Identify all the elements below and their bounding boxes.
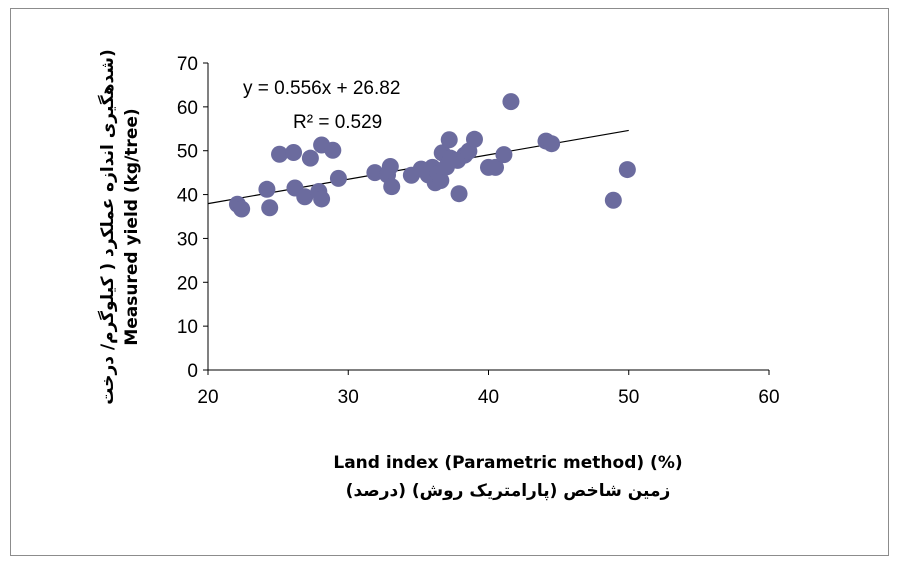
data-point [381,158,399,176]
data-point [440,131,458,149]
data-point [465,130,483,148]
x-tick-label: 40 [478,387,499,408]
x-axis-label-fa: زمین شاخص (پارامتریک روش) (درصد) [346,481,671,501]
data-point [296,188,314,206]
x-tick-label: 60 [758,387,779,408]
data-point [450,185,468,203]
x-tick-label: 20 [197,387,218,408]
x-axis-label: Land index (Parametric method) (%) [333,453,682,473]
data-point [383,178,401,196]
data-point [366,164,384,182]
data-points [228,93,636,218]
y-axis-label: Measured yield (kg/tree) [122,108,142,345]
y-tick-label: 10 [177,317,198,338]
y-ticks: 0 10 20 30 40 50 60 70 [177,54,208,382]
data-point [502,93,520,111]
scatter-chart: 20 30 40 50 60 0 10 20 30 40 50 60 70 y = 0.556x + … [97,49,780,501]
data-point [618,161,636,179]
data-point [271,145,289,163]
y-tick-label: 40 [177,186,198,207]
data-point [543,135,561,153]
y-tick-label: 20 [177,273,198,294]
trendline-equation: y = 0.556x + 26.82 [243,78,400,99]
chart-frame: 20 30 40 50 60 0 10 20 30 40 50 60 70 y = 0.556x + … [10,8,889,556]
data-point [233,200,251,218]
data-point [261,199,279,217]
y-tick-label: 50 [177,142,198,163]
data-point [329,169,347,187]
data-point [432,172,450,190]
data-point [604,191,622,209]
x-tick-label: 50 [618,387,639,408]
data-point [324,141,342,159]
r-squared-label: R² = 0.529 [293,112,382,133]
data-point [285,143,303,161]
y-tick-label: 60 [177,98,198,119]
y-tick-label: 70 [177,54,198,75]
y-axis-label-fa: (شدهگیری اندازه عملکرد ( کیلوگرم/ درخت [97,49,118,405]
y-tick-label: 0 [187,361,198,382]
data-point [495,146,513,164]
y-tick-label: 30 [177,229,198,250]
data-point [301,149,319,167]
x-tick-label: 30 [338,387,359,408]
data-point [258,180,276,198]
data-point [487,158,505,176]
x-ticks: 20 30 40 50 60 [197,370,780,408]
data-point [313,190,331,208]
